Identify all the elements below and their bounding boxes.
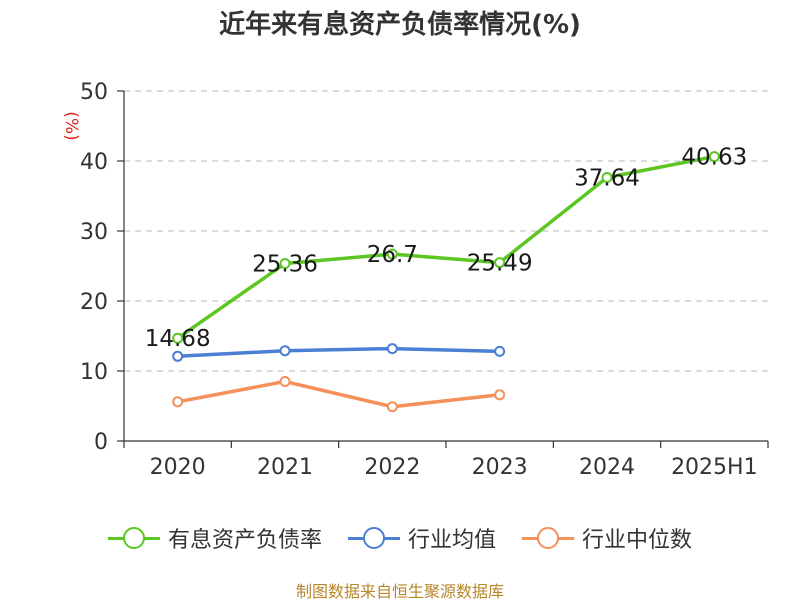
data-point (386, 401, 398, 413)
legend-label: 有息资产负债率 (167, 528, 322, 553)
data-labels: 14.68 25.36 26.7 25.49 37.64 40.63 (145, 145, 748, 353)
y-tick-label: 40 (80, 150, 108, 175)
data-label: 37.64 (574, 166, 640, 192)
data-source-note: 制图数据来自恒生聚源数据库 (295, 582, 504, 601)
series-line-2 (177, 379, 500, 409)
axes: 0 10 20 30 40 50 2020 2021 2022 2023 2024 2025H1 (%) (61, 80, 769, 480)
legend-swatch-icon (107, 526, 160, 550)
data-point (494, 389, 506, 401)
y-tick-label: 10 (80, 360, 108, 385)
data-point (279, 257, 291, 269)
series (172, 151, 720, 413)
y-axis-label: (%) (61, 111, 81, 140)
y-tick-label: 20 (80, 290, 108, 315)
x-tick-label: 2025H1 (671, 455, 758, 480)
data-point (708, 151, 720, 163)
legend: 有息资产负债率 行业均值 行业中位数 (0, 518, 800, 558)
legend-item[interactable]: 行业中位数 (522, 522, 692, 554)
data-point (494, 257, 506, 269)
data-point (494, 345, 506, 357)
x-tick-label: 2023 (472, 455, 528, 480)
x-tick-label: 2021 (257, 455, 313, 480)
y-tick-label: 0 (94, 430, 108, 455)
data-point (172, 396, 184, 408)
y-tick-label: 30 (80, 220, 108, 245)
data-label: 26.7 (367, 242, 418, 268)
data-point (386, 343, 398, 355)
data-label: 40.63 (681, 145, 747, 171)
y-tick-label: 50 (80, 80, 108, 105)
data-point (601, 172, 613, 184)
x-tick-label: 2020 (150, 455, 206, 480)
legend-item[interactable]: 行业均值 (347, 522, 496, 554)
data-point (386, 248, 398, 260)
data-label: 14.68 (145, 326, 211, 352)
series-line-0 (176, 154, 715, 340)
legend-item[interactable]: 有息资产负债率 (107, 522, 322, 554)
x-tick-label: 2024 (579, 455, 635, 480)
legend-swatch-icon (347, 526, 400, 550)
series-line-1 (177, 346, 500, 359)
grid-lines (124, 90, 768, 372)
x-tick-label: 2022 (364, 455, 420, 480)
legend-label: 行业均值 (407, 528, 496, 553)
data-point (172, 350, 184, 362)
legend-swatch-icon (522, 526, 574, 550)
data-label: 25.36 (252, 251, 318, 277)
chart-title: 近年来有息资产负债率情况(%) (219, 10, 581, 40)
data-point (172, 332, 184, 344)
legend-label: 行业中位数 (582, 528, 693, 553)
data-point (279, 345, 291, 357)
data-point (279, 376, 291, 387)
data-label: 25.49 (467, 251, 533, 277)
